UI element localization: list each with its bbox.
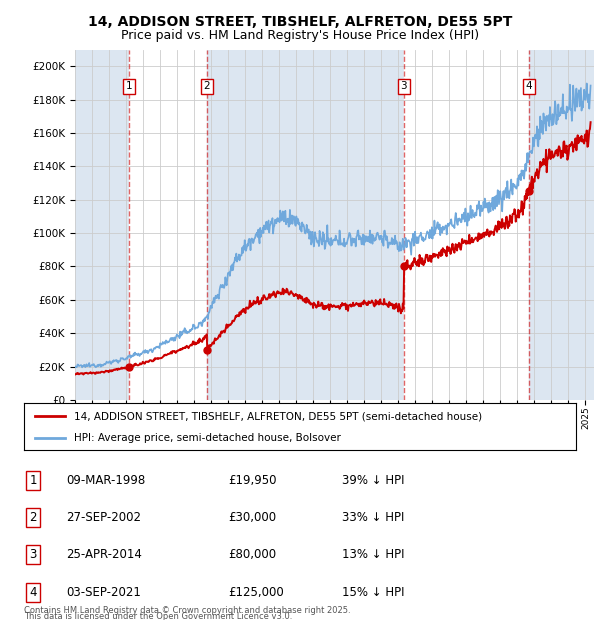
Bar (207, 50, 404, 400)
Text: 25-APR-2014: 25-APR-2014 (66, 549, 142, 561)
Text: 14, ADDISON STREET, TIBSHELF, ALFRETON, DE55 5PT (semi-detached house): 14, ADDISON STREET, TIBSHELF, ALFRETON, … (74, 411, 482, 421)
Bar (529, 50, 594, 400)
Text: 13% ↓ HPI: 13% ↓ HPI (342, 549, 404, 561)
Text: This data is licensed under the Open Government Licence v3.0.: This data is licensed under the Open Gov… (24, 612, 292, 620)
Text: 39% ↓ HPI: 39% ↓ HPI (342, 474, 404, 487)
Bar (404, 50, 529, 400)
Text: 27-SEP-2002: 27-SEP-2002 (66, 512, 141, 524)
Text: £30,000: £30,000 (228, 512, 276, 524)
Text: 1: 1 (126, 81, 133, 91)
Text: 15% ↓ HPI: 15% ↓ HPI (342, 586, 404, 598)
Text: Price paid vs. HM Land Registry's House Price Index (HPI): Price paid vs. HM Land Registry's House … (121, 29, 479, 42)
Text: 09-MAR-1998: 09-MAR-1998 (66, 474, 145, 487)
Text: 3: 3 (29, 549, 37, 561)
Bar (129, 50, 207, 400)
Text: 3: 3 (400, 81, 407, 91)
Text: £80,000: £80,000 (228, 549, 276, 561)
Text: HPI: Average price, semi-detached house, Bolsover: HPI: Average price, semi-detached house,… (74, 433, 341, 443)
Text: 03-SEP-2021: 03-SEP-2021 (66, 586, 141, 598)
Text: 4: 4 (526, 81, 532, 91)
Text: Contains HM Land Registry data © Crown copyright and database right 2025.: Contains HM Land Registry data © Crown c… (24, 606, 350, 615)
Text: 2: 2 (203, 81, 210, 91)
Text: 4: 4 (29, 586, 37, 598)
Bar (75, 50, 129, 400)
Text: 2: 2 (29, 512, 37, 524)
Text: £19,950: £19,950 (228, 474, 277, 487)
Text: 33% ↓ HPI: 33% ↓ HPI (342, 512, 404, 524)
Text: 14, ADDISON STREET, TIBSHELF, ALFRETON, DE55 5PT: 14, ADDISON STREET, TIBSHELF, ALFRETON, … (88, 16, 512, 30)
Text: 1: 1 (29, 474, 37, 487)
Text: £125,000: £125,000 (228, 586, 284, 598)
